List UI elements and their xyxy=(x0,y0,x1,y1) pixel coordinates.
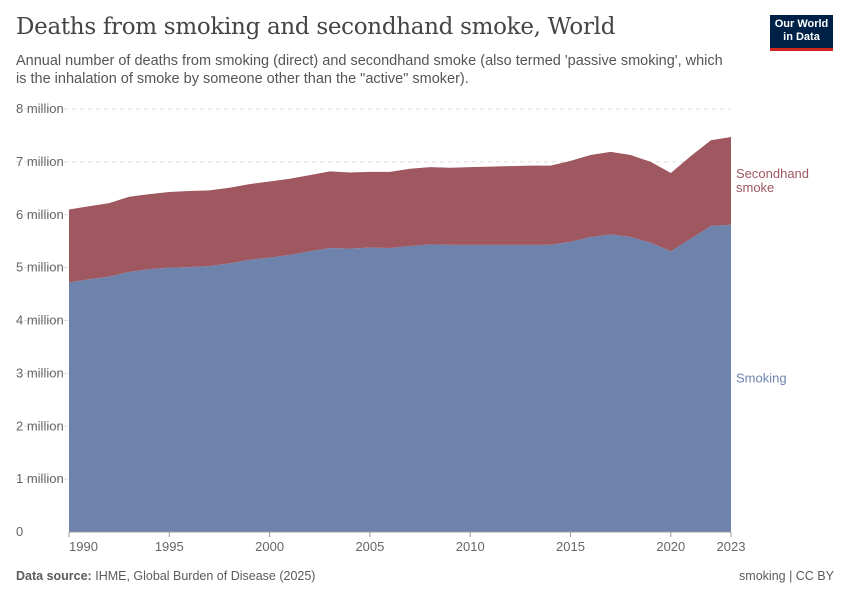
license[interactable]: smoking | CC BY xyxy=(739,569,834,583)
chart-subtitle: Annual number of deaths from smoking (di… xyxy=(16,53,723,87)
series-label: smoke xyxy=(736,180,774,195)
x-tick-label: 2010 xyxy=(456,539,485,554)
x-tick-label: 2005 xyxy=(355,539,384,554)
logo-line-2: in Data xyxy=(783,31,820,43)
x-tick-label: 2000 xyxy=(255,539,284,554)
series-label: Smoking xyxy=(736,370,787,385)
y-tick-label: 8 million xyxy=(16,101,64,116)
y-tick-label: 1 million xyxy=(16,471,64,486)
y-tick-label: 4 million xyxy=(16,313,64,328)
y-tick-label: 7 million xyxy=(16,154,64,169)
source-text[interactable]: IHME, Global Burden of Disease (2025) xyxy=(95,569,316,583)
y-tick-label: 6 million xyxy=(16,207,64,222)
owid-logo[interactable]: Our World in Data xyxy=(770,15,833,51)
y-tick-label: 2 million xyxy=(16,418,64,433)
data-source: Data source: IHME, Global Burden of Dise… xyxy=(16,569,315,583)
logo-line-1: Our World xyxy=(774,18,829,30)
x-tick-label: 2023 xyxy=(717,539,746,554)
x-tick-label: 2020 xyxy=(656,539,685,554)
x-tick-label: 2015 xyxy=(556,539,585,554)
y-tick-label: 3 million xyxy=(16,365,64,380)
area-secondhand-smoke xyxy=(69,137,731,283)
series-label: Secondhand xyxy=(736,166,809,181)
x-tick-label: 1990 xyxy=(69,539,98,554)
y-tick-label: 0 xyxy=(16,524,23,539)
source-label: Data source: xyxy=(16,569,92,583)
area-smoking xyxy=(69,224,731,532)
chart-title: Deaths from smoking and secondhand smoke… xyxy=(16,14,616,40)
x-tick-label: 1995 xyxy=(155,539,184,554)
y-tick-label: 5 million xyxy=(16,260,64,275)
